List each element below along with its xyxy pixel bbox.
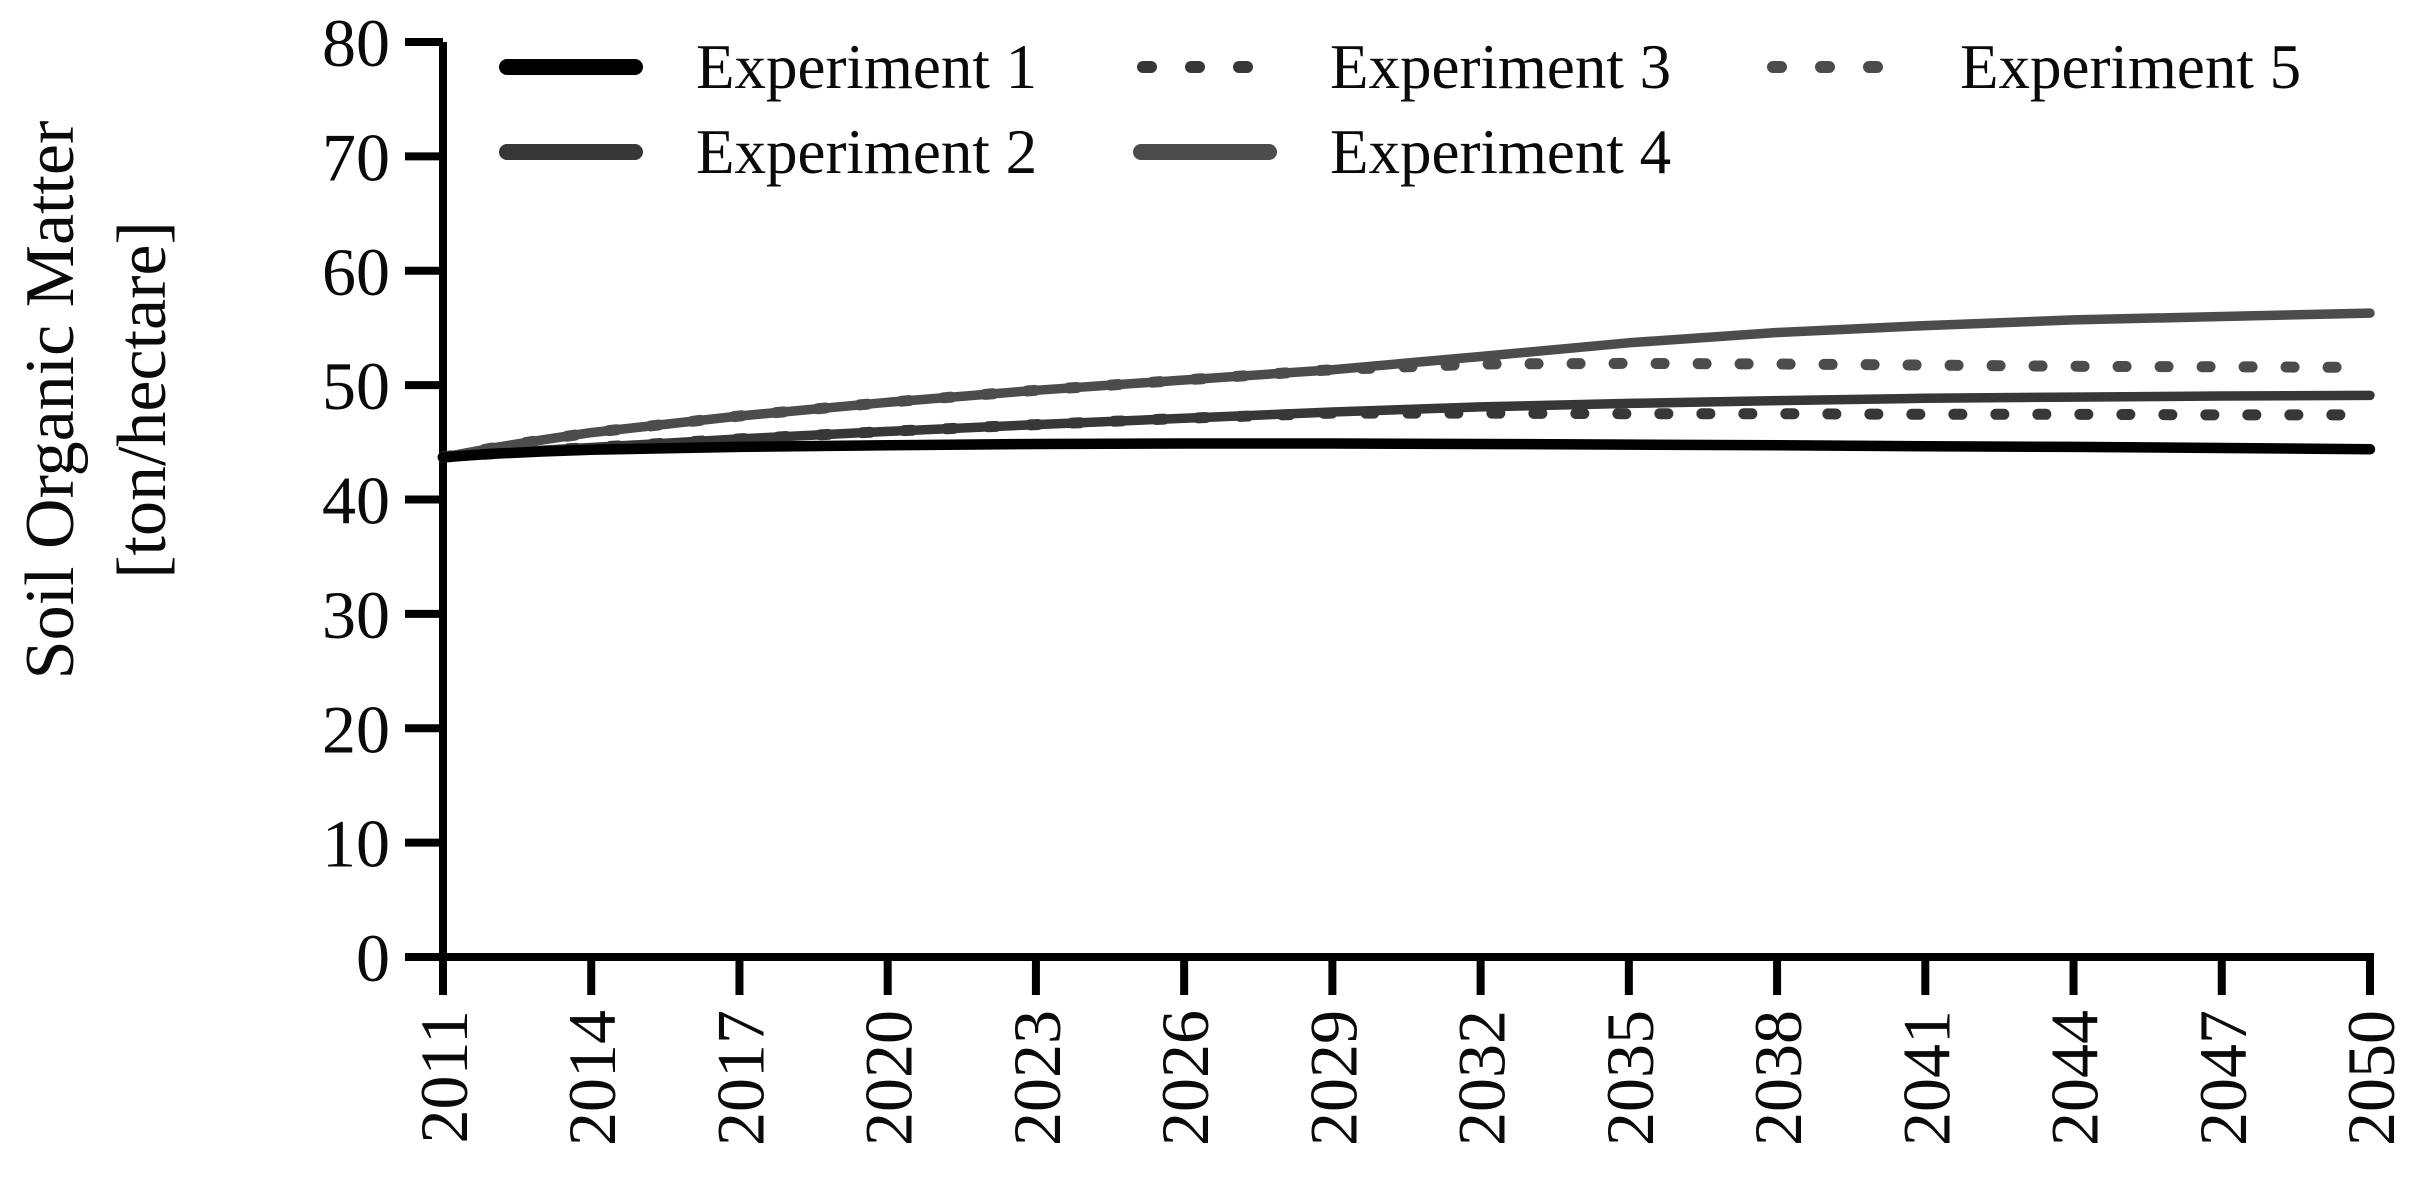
y-tick-label: 60 (322, 234, 390, 310)
legend-item-experiment-3: Experiment 3 (1132, 34, 1671, 100)
series-line-experiment-1 (437, 438, 2376, 463)
x-tick-label: 2044 (2037, 1010, 2113, 1146)
legend-label: Experiment 4 (1330, 117, 1672, 187)
y-tick-label: 30 (322, 577, 390, 653)
y-tick-label: 0 (356, 920, 390, 996)
legend-swatch-dotted-darkgray (1137, 61, 1263, 73)
y-axis-label: Soil Organic Matter [ton/hectare] (5, 0, 189, 800)
x-tick-label: 2047 (2185, 1010, 2261, 1146)
legend-label: Experiment 1 (696, 32, 1038, 102)
x-tick-label: 2032 (1444, 1010, 1520, 1146)
y-axis-label-line1: Soil Organic Matter (12, 120, 89, 680)
y-axis-label-line2: [ton/hectare] (104, 221, 181, 579)
x-tick-label: 2050 (2333, 1010, 2409, 1146)
legend-label: Experiment 2 (696, 117, 1038, 187)
x-tick-label: 2038 (1740, 1010, 1816, 1146)
legend-item-experiment-4: Experiment 4 (1132, 119, 1671, 185)
legend-swatch-solid-black (499, 59, 643, 75)
legend-item-experiment-1: Experiment 1 (498, 34, 1037, 100)
legend-swatch-dotted-gray (1767, 61, 1893, 73)
y-tick-label: 80 (322, 5, 390, 81)
x-tick-label: 2035 (1592, 1010, 1668, 1146)
x-tick-label: 2026 (1147, 1010, 1223, 1146)
y-tick-label: 40 (322, 463, 390, 539)
x-tick-label: 2041 (1888, 1010, 1964, 1146)
x-tick-label: 2029 (1295, 1010, 1371, 1146)
x-tick-label: 2017 (702, 1010, 778, 1146)
x-tick-label: 2014 (554, 1010, 630, 1146)
y-tick-label: 50 (322, 348, 390, 424)
x-tick-label: 2020 (851, 1010, 927, 1146)
x-tick-label: 2011 (406, 1010, 482, 1143)
legend-item-experiment-5: Experiment 5 (1762, 34, 2301, 100)
legend-label: Experiment 5 (1960, 32, 2302, 102)
legend-item-experiment-2: Experiment 2 (498, 119, 1037, 185)
x-tick-label: 2023 (999, 1010, 1075, 1146)
legend-label: Experiment 3 (1330, 32, 1672, 102)
y-tick-label: 10 (322, 806, 390, 882)
series-line-experiment-5 (437, 357, 2376, 463)
y-tick-label: 20 (322, 691, 390, 767)
legend-swatch-solid-gray (1133, 144, 1277, 160)
legend-swatch-solid-darkgray (499, 144, 643, 160)
y-tick-label: 70 (322, 119, 390, 195)
